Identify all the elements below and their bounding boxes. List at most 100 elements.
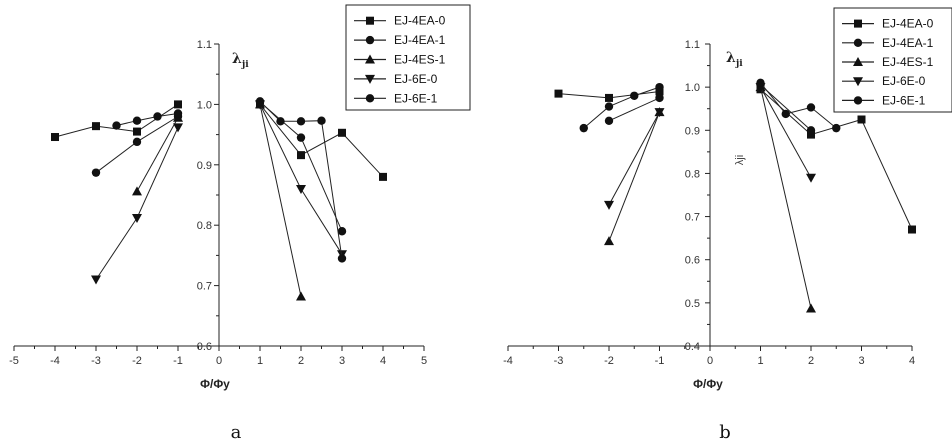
data-point	[379, 173, 387, 181]
data-point	[555, 90, 563, 98]
y-axis-label-vertical: λji	[734, 155, 746, 165]
chart-caption: a	[231, 422, 242, 442]
legend-label: EJ-4ES-1	[394, 53, 446, 67]
data-point	[655, 83, 663, 91]
legend-label: EJ-4EA-0	[394, 14, 446, 28]
data-point	[132, 186, 142, 195]
data-point	[807, 103, 815, 111]
x-tick-label: 5	[421, 355, 427, 367]
data-point	[604, 201, 614, 210]
x-tick-label: -3	[554, 355, 564, 367]
legend-marker	[366, 17, 374, 25]
x-tick-label: 4	[380, 355, 386, 367]
x-tick-label: 1	[257, 355, 263, 367]
legend-label: EJ-6E-0	[882, 74, 926, 88]
data-point	[806, 174, 816, 183]
x-tick-label: 1	[757, 355, 763, 367]
data-point	[173, 123, 183, 132]
y-tick-label: 1.0	[685, 82, 700, 94]
data-point	[338, 227, 346, 235]
x-tick-label: 3	[339, 355, 345, 367]
y-axis-label-sub: ji	[241, 60, 249, 70]
data-point	[92, 168, 100, 176]
series-line	[260, 104, 383, 176]
data-point	[605, 94, 613, 102]
series-line	[96, 127, 178, 279]
legend-label: EJ-4EA-1	[394, 33, 446, 47]
chart-caption: b	[719, 422, 731, 442]
data-point	[782, 110, 790, 118]
series-line	[609, 112, 660, 241]
data-point	[908, 226, 916, 234]
data-point	[605, 102, 613, 110]
x-tick-label: -5	[9, 355, 19, 367]
data-point	[133, 138, 141, 146]
legend-marker	[854, 96, 862, 104]
data-point	[276, 117, 284, 125]
legend-label: EJ-6E-1	[882, 93, 926, 107]
legend-label: EJ-4EA-1	[882, 36, 934, 50]
x-tick-label: -1	[173, 355, 183, 367]
x-tick-label: -3	[91, 355, 101, 367]
y-tick-label: 1.1	[685, 39, 700, 51]
y-tick-label: 0.7	[685, 212, 700, 224]
y-tick-label: 0.8	[685, 168, 700, 180]
y-tick-label: 0.6	[197, 341, 212, 353]
x-axis-label: Φ/Φy	[200, 377, 230, 391]
legend-marker	[366, 94, 374, 102]
x-tick-label: 2	[808, 355, 814, 367]
data-point	[91, 276, 101, 285]
x-tick-label: 2	[298, 355, 304, 367]
series-EJ-6E-1	[112, 97, 346, 262]
legend-label: EJ-6E-0	[394, 72, 438, 86]
data-point	[832, 124, 840, 132]
x-tick-label: 0	[216, 355, 222, 367]
data-point	[153, 112, 161, 120]
x-tick-label: -4	[50, 355, 60, 367]
y-tick-label: 0.7	[197, 281, 212, 293]
y-axis-label: λ	[232, 51, 242, 67]
data-point	[256, 97, 264, 105]
y-tick-label: 0.9	[197, 160, 212, 172]
series-line	[55, 104, 178, 137]
data-point	[807, 126, 815, 134]
data-point	[296, 291, 306, 300]
data-point	[132, 214, 142, 223]
legend: EJ-4EA-0 EJ-4EA-1 EJ-4ES-1 EJ-6E-0 EJ-6E-1	[834, 8, 952, 112]
data-point	[806, 303, 816, 312]
y-axis-label: λ	[726, 50, 736, 66]
data-point	[296, 185, 306, 194]
y-tick-label: 0.8	[197, 220, 212, 232]
legend-label: EJ-6E-1	[394, 91, 438, 105]
data-point	[133, 128, 141, 136]
x-tick-label: 3	[858, 355, 864, 367]
series-line	[260, 104, 342, 254]
data-point	[112, 121, 120, 129]
data-point	[133, 117, 141, 125]
legend-label: EJ-4ES-1	[882, 55, 934, 69]
data-point	[580, 124, 588, 132]
x-tick-label: -1	[655, 355, 665, 367]
data-point	[605, 117, 613, 125]
data-point	[297, 117, 305, 125]
y-tick-label: 0.4	[685, 341, 700, 353]
y-tick-label: 0.5	[685, 298, 700, 310]
series-line	[260, 104, 301, 296]
data-point	[655, 94, 663, 102]
data-point	[51, 133, 59, 141]
x-axis-label: Φ/Φy	[693, 377, 723, 391]
series-line	[609, 98, 660, 121]
x-tick-label: -2	[604, 355, 614, 367]
data-point	[338, 129, 346, 137]
data-point	[858, 116, 866, 124]
data-point	[92, 122, 100, 130]
legend-marker	[854, 39, 862, 47]
series-line	[761, 87, 812, 308]
legend: EJ-4EA-0 EJ-4EA-1 EJ-4ES-1 EJ-6E-0 EJ-6E-1	[346, 5, 470, 110]
data-point	[338, 254, 346, 262]
y-axis-label-sub: ji	[735, 59, 743, 69]
legend-label: EJ-4EA-0	[882, 17, 934, 31]
series-line	[761, 83, 837, 128]
x-tick-label: 0	[707, 355, 713, 367]
